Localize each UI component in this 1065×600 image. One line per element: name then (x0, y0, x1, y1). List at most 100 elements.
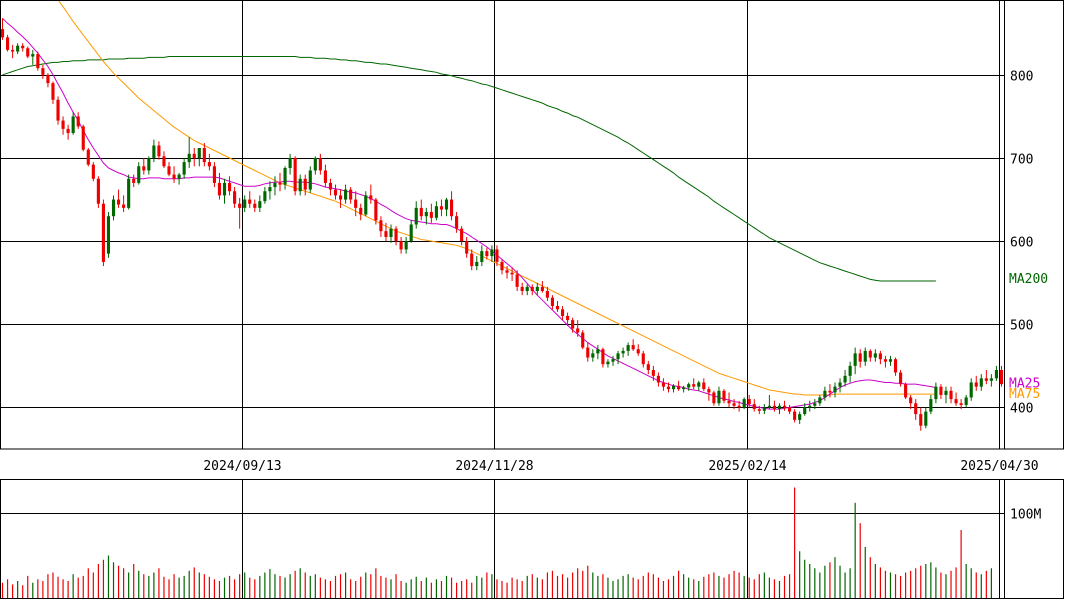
candle-down (470, 249, 474, 271)
candle-body (429, 212, 433, 218)
candle-body (288, 157, 292, 168)
volume-panel-border (0, 479, 1064, 599)
candle-up (187, 137, 191, 168)
candle-body (636, 349, 640, 354)
candle-body (71, 116, 75, 134)
candle-down (333, 184, 338, 200)
ma200-line (2, 56, 936, 282)
candle-body (51, 83, 55, 100)
candle-up (177, 172, 181, 185)
candle-down (505, 266, 509, 279)
candle-up (606, 359, 610, 368)
candle-body (475, 261, 479, 267)
candle-down (752, 399, 756, 412)
candle-down (530, 284, 534, 296)
candle-body (626, 345, 630, 351)
candle-up (989, 374, 993, 387)
candle-down (666, 382, 671, 393)
candle-body (596, 349, 600, 354)
candle-body (298, 178, 302, 192)
candle-down (51, 81, 55, 104)
candle-up (798, 411, 802, 425)
candle-body (833, 386, 837, 393)
candle-up (848, 361, 852, 383)
candle-body (212, 166, 216, 183)
candle-body (979, 378, 983, 387)
candle-body (989, 378, 993, 381)
candle-body (591, 353, 595, 358)
candle-up (833, 382, 837, 398)
candle-body (101, 203, 105, 262)
candle-body (601, 349, 605, 365)
candle-down (586, 342, 590, 362)
candle-body (581, 332, 585, 348)
candle-up (308, 166, 312, 193)
candle-down (641, 350, 645, 368)
candle-up (803, 403, 807, 416)
candle-down (646, 360, 650, 375)
candle-up (71, 112, 75, 135)
candle-body (490, 249, 494, 257)
candle-down (233, 187, 237, 208)
candle-body (964, 397, 968, 405)
candle-body (460, 228, 464, 242)
candle-body (863, 350, 867, 362)
candle-down (984, 370, 988, 385)
candle-down (21, 43, 25, 52)
candle-down (485, 247, 489, 260)
candle-down (974, 375, 978, 391)
candle-body (555, 305, 560, 310)
candle-down (227, 176, 232, 196)
candle-body (172, 174, 176, 179)
candle-body (41, 68, 45, 75)
candle-body (147, 157, 151, 171)
candle-down (11, 44, 15, 59)
candle-down (899, 370, 903, 387)
candle-body (576, 328, 580, 333)
candle-body (530, 286, 534, 292)
candle-up (475, 256, 479, 271)
candle-body (823, 390, 827, 398)
candle-body (843, 375, 847, 383)
candle-body (86, 149, 90, 165)
candle-down (419, 199, 423, 221)
candle-up (424, 207, 428, 225)
candle-down (36, 51, 40, 71)
candle-body (888, 359, 893, 362)
candle-up (31, 49, 35, 65)
candle-up (197, 148, 201, 167)
candle-body (545, 291, 549, 298)
candle-up (742, 397, 746, 410)
candle-down (793, 409, 797, 423)
candle-body (338, 195, 343, 200)
candle-body (505, 270, 509, 273)
price-tick-label: 700 (1010, 153, 1033, 168)
candle-down (576, 320, 580, 337)
ma25-legend-label: MA25 (1009, 376, 1040, 391)
candle-down (677, 380, 681, 391)
candle-down (465, 236, 469, 258)
candle-down (878, 350, 882, 365)
candle-down (500, 259, 504, 275)
candle-up (823, 386, 827, 401)
candle-down (581, 330, 585, 350)
candle-down (868, 349, 872, 362)
candle-up (818, 394, 822, 406)
candle-up (434, 201, 438, 221)
candle-up (853, 347, 857, 375)
candle-down (207, 153, 211, 171)
candle-body (560, 309, 565, 316)
candle-body (66, 128, 70, 134)
candle-body (671, 385, 676, 390)
candle-body (984, 378, 988, 381)
candle-down (338, 189, 343, 208)
candle-down (278, 172, 282, 192)
candle-down (520, 282, 524, 296)
candle-down (248, 191, 252, 208)
candle-body (853, 353, 857, 366)
candle-body (606, 361, 610, 365)
candle-up (222, 178, 227, 204)
candle-body (16, 45, 20, 52)
candle-down (550, 295, 555, 310)
candle-body (0, 29, 5, 38)
